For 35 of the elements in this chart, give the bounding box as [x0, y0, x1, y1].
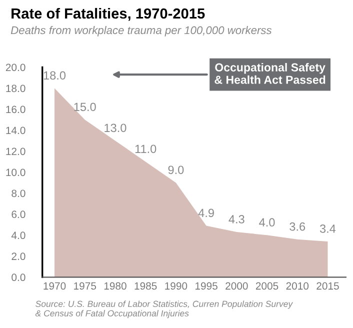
text: 11.0 [135, 144, 156, 154]
annotation: Occupational Safety & Health Act Passed [214, 63, 326, 84]
y-tick-label: 10.0 [6, 168, 26, 176]
y-tick-label: 20.0 [6, 64, 26, 72]
text: 4.9 [198, 208, 214, 218]
y-tick-label: 18.0 [6, 84, 26, 92]
text: 15.0 [74, 102, 96, 112]
text: 13.0 [104, 124, 126, 132]
x-tick-label: 1980 [104, 282, 126, 290]
y-tick-label: 16.0 [6, 106, 26, 114]
text: 3.6 [290, 222, 306, 231]
y-tick-label: 6.0 [12, 210, 26, 218]
text: 9.0 [168, 166, 184, 174]
x-tick-label: 1995 [196, 282, 218, 290]
text: 18.0 [44, 71, 66, 80]
text: 4.0 [259, 218, 275, 227]
x-tick-label: 1990 [165, 282, 188, 290]
y-tick-label: 14.0 [6, 126, 26, 134]
y-tick-label: 12.0 [6, 148, 26, 156]
source-note: Source: U.S. Bureau of Labor Statistics, Curren Population Survey & Census of Fatal Occupational Injuries [35, 300, 294, 318]
text: 4.3 [228, 215, 244, 224]
x-tick-label: 2015 [316, 282, 339, 290]
chart-title: Rate of Fatalities, 1970-2015 [12, 8, 205, 21]
y-tick-label: 4.0 [11, 232, 26, 240]
y-tick-label: 8.0 [12, 190, 26, 198]
x-tick-label: 2010 [286, 282, 309, 290]
chart-subtitle: Deaths from workplace trauma per 100,000 workerss [10, 26, 272, 36]
y-tick-label: 2.0 [12, 252, 26, 260]
x-tick-label: 1970 [44, 282, 66, 290]
x-tick-label: 1975 [74, 282, 96, 290]
x-tick-label: 2005 [256, 282, 278, 290]
x-tick-label: 1985 [134, 282, 157, 290]
x-tick-label: 2000 [226, 282, 248, 290]
y-tick-label: 0.0 [12, 274, 26, 282]
text: 3.4 [320, 224, 336, 233]
